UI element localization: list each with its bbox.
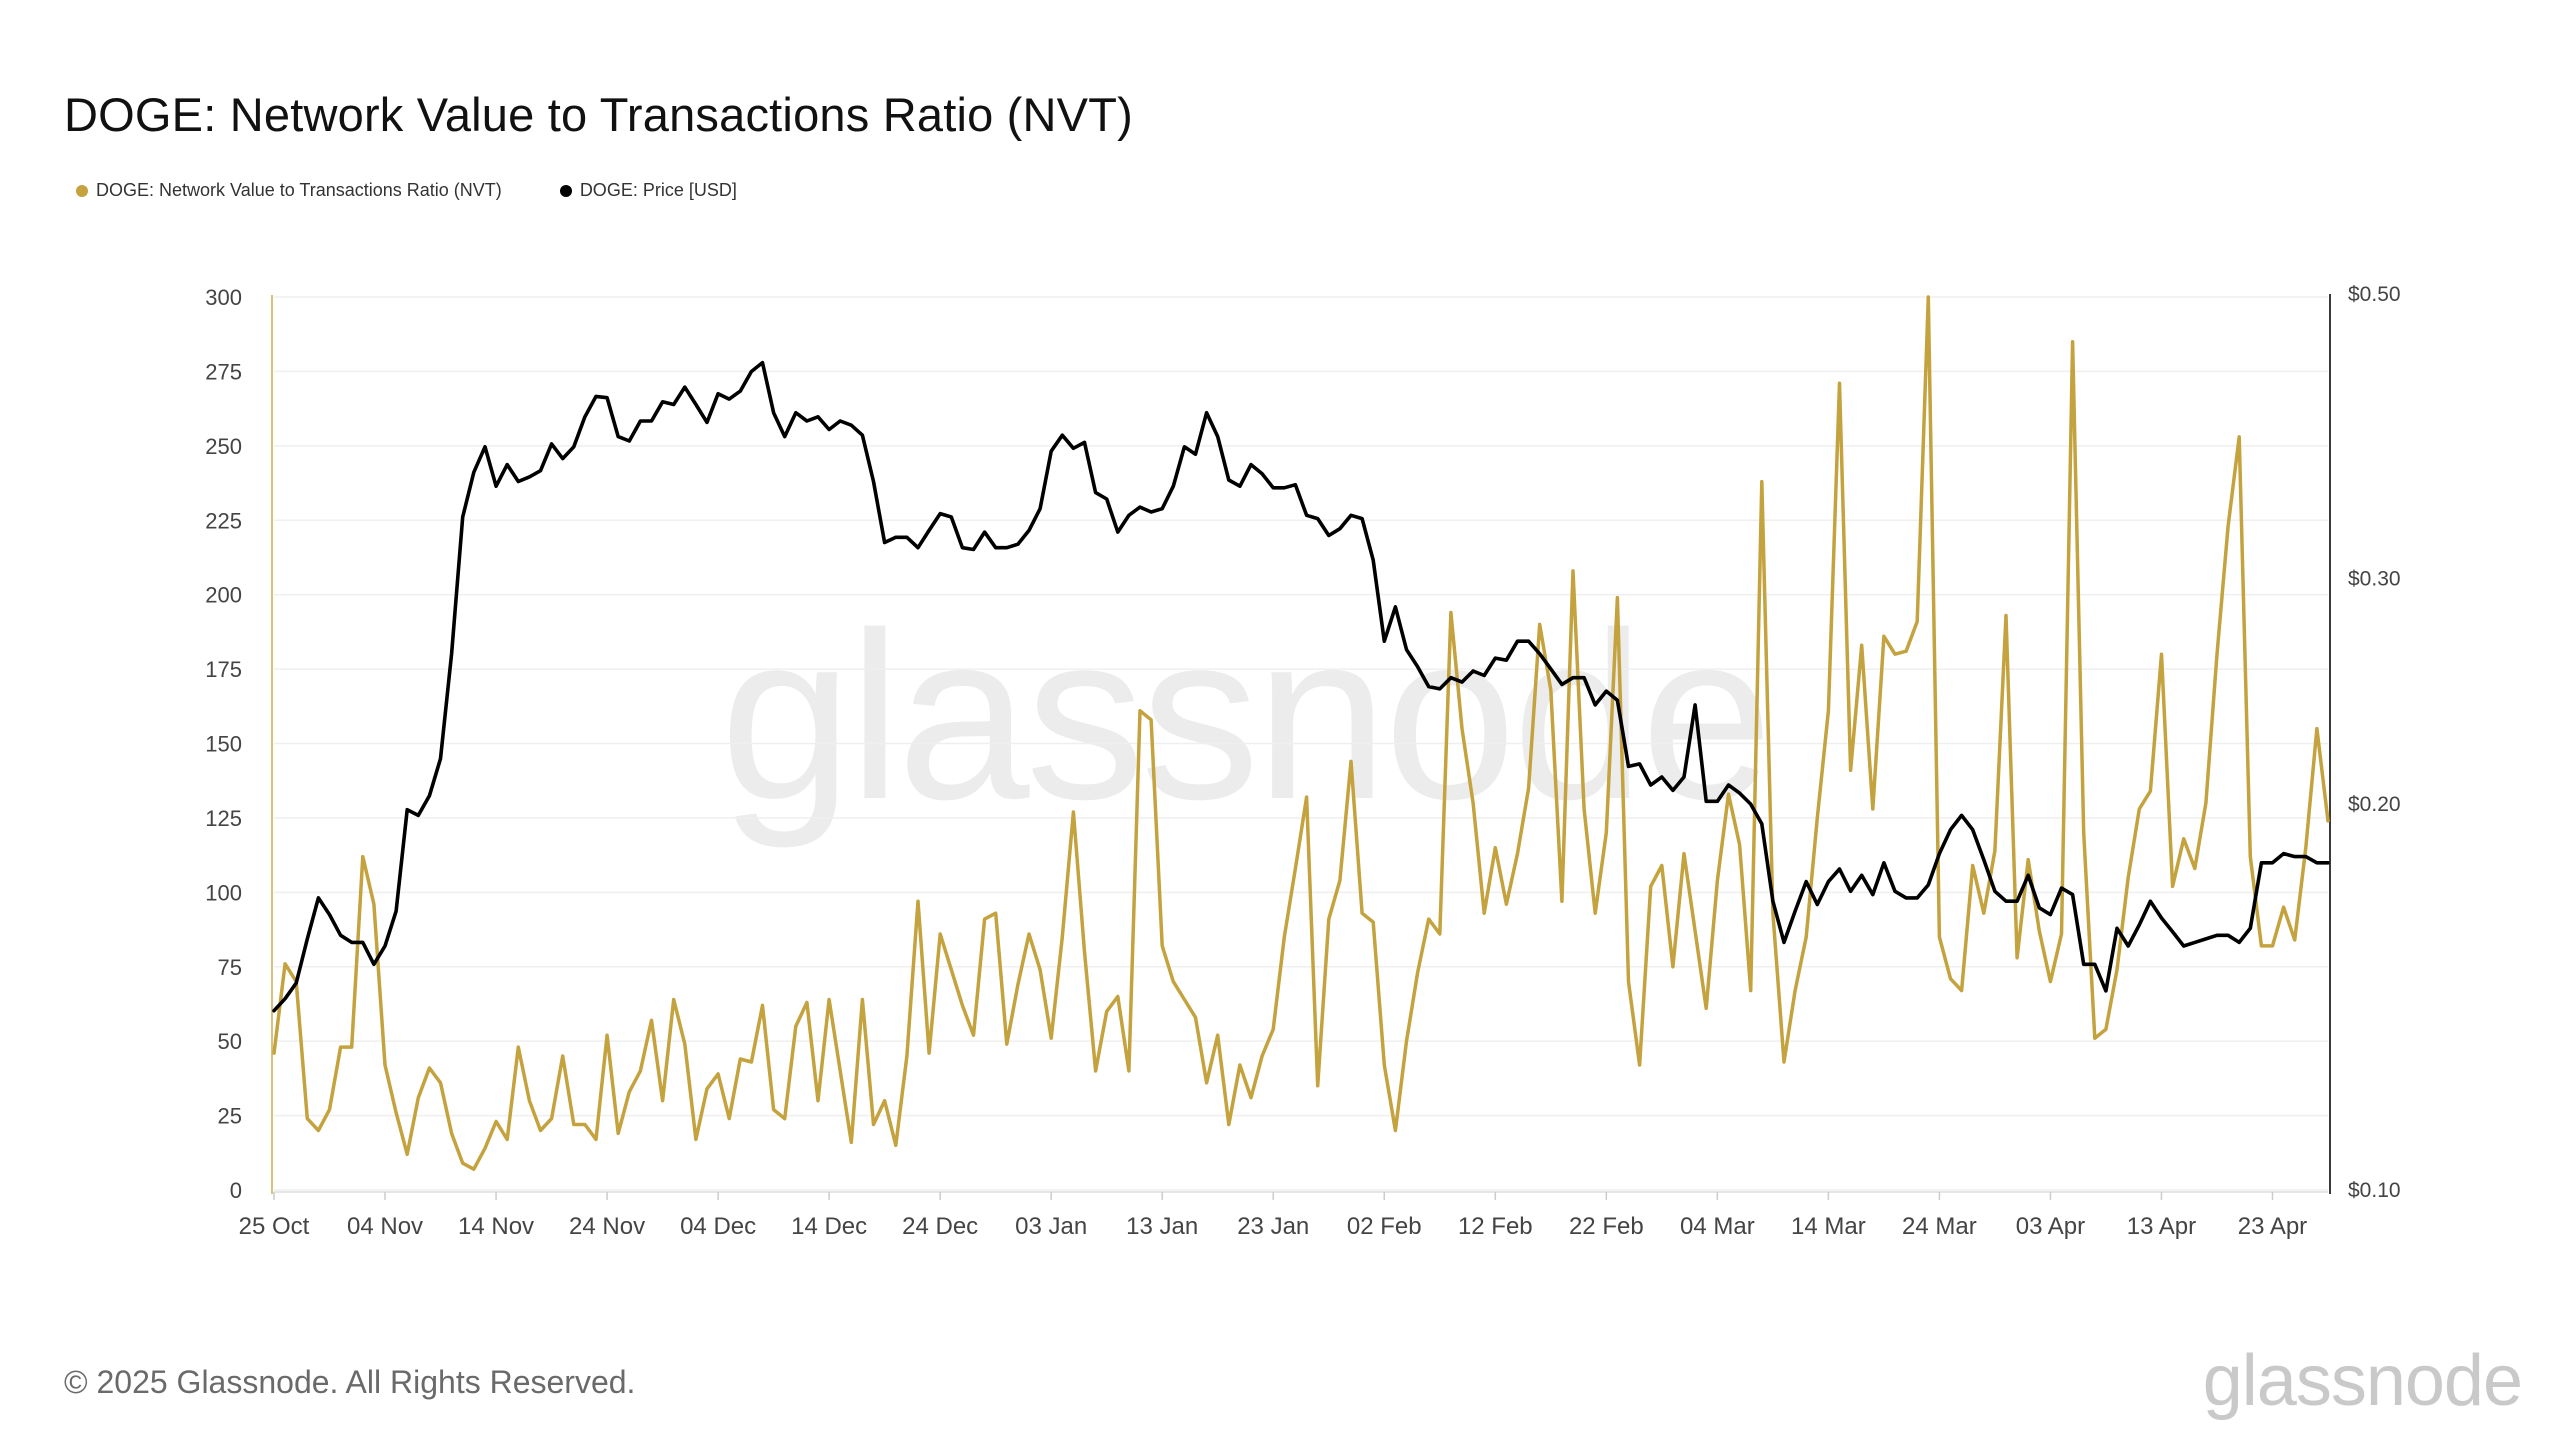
- left-axis-tick-label: 75: [218, 955, 242, 980]
- x-axis-tick-label: 14 Mar: [1791, 1213, 1866, 1240]
- legend-item-nvt[interactable]: DOGE: Network Value to Transactions Rati…: [76, 180, 502, 201]
- left-axis-tick-label: 175: [205, 657, 242, 682]
- watermark-logo: glassnode: [720, 584, 1773, 849]
- x-axis-tick-label: 23 Jan: [1237, 1213, 1309, 1240]
- x-axis-tick-label: 24 Mar: [1902, 1213, 1977, 1240]
- left-axis-tick-label: 200: [205, 583, 242, 608]
- legend-label-nvt: DOGE: Network Value to Transactions Rati…: [96, 180, 502, 200]
- left-axis-tick-label: 50: [218, 1029, 242, 1054]
- legend-item-price[interactable]: DOGE: Price [USD]: [559, 180, 737, 201]
- x-axis-tick-label: 24 Nov: [569, 1213, 645, 1240]
- x-axis-tick-label: 23 Apr: [2238, 1213, 2307, 1240]
- x-axis-tick-label: 03 Jan: [1015, 1213, 1087, 1240]
- x-axis-tick-label: 12 Feb: [1458, 1213, 1533, 1240]
- x-axis-tick-label: 03 Apr: [2016, 1213, 2085, 1240]
- x-axis-tick-label: 22 Feb: [1569, 1213, 1644, 1240]
- chart-legend: DOGE: Network Value to Transactions Rati…: [76, 180, 795, 201]
- right-axis-tick-label: $0.50: [2348, 283, 2401, 306]
- left-axis-tick-label: 225: [205, 508, 242, 533]
- legend-label-price: DOGE: Price [USD]: [579, 180, 737, 200]
- x-axis-tick-label: 25 Oct: [239, 1213, 310, 1240]
- x-axis-tick-label: 04 Nov: [347, 1213, 423, 1240]
- x-axis-tick-label: 13 Jan: [1126, 1213, 1198, 1240]
- left-axis-tick-label: 275: [205, 359, 242, 384]
- x-axis-tick-label: 13 Apr: [2127, 1213, 2196, 1240]
- x-axis-tick-label: 04 Mar: [1680, 1213, 1755, 1240]
- copyright-notice: © 2025 Glassnode. All Rights Reserved.: [64, 1364, 636, 1400]
- left-axis-tick-label: 25: [218, 1104, 242, 1129]
- left-axis-tick-label: 0: [230, 1178, 242, 1203]
- page-title: DOGE: Network Value to Transactions Rati…: [64, 88, 1133, 142]
- left-axis-tick-label: 300: [205, 285, 242, 310]
- right-axis-tick-label: $0.10: [2348, 1179, 2401, 1202]
- x-axis-tick-label: 14 Nov: [458, 1213, 534, 1240]
- series-line-price: [272, 360, 2330, 1013]
- left-axis-tick-label: 150: [205, 732, 242, 757]
- right-axis-tick-label: $0.30: [2348, 567, 2401, 590]
- legend-dot-nvt-icon: [76, 184, 88, 197]
- left-axis-tick-label: 100: [205, 880, 242, 905]
- left-axis-tick-label: 125: [205, 806, 242, 831]
- brand-logo: glassnode: [2202, 1341, 2523, 1421]
- x-axis-tick-label: 14 Dec: [791, 1213, 867, 1240]
- right-axis-tick-label: $0.20: [2348, 793, 2401, 816]
- series-line-nvt: [272, 295, 2330, 1171]
- x-axis-tick-label: 24 Dec: [902, 1213, 978, 1240]
- x-axis-tick-label: 02 Feb: [1347, 1213, 1422, 1240]
- left-axis-tick-label: 250: [205, 434, 242, 459]
- legend-dot-price-icon: [559, 184, 572, 197]
- x-axis-tick-label: 04 Dec: [680, 1213, 756, 1240]
